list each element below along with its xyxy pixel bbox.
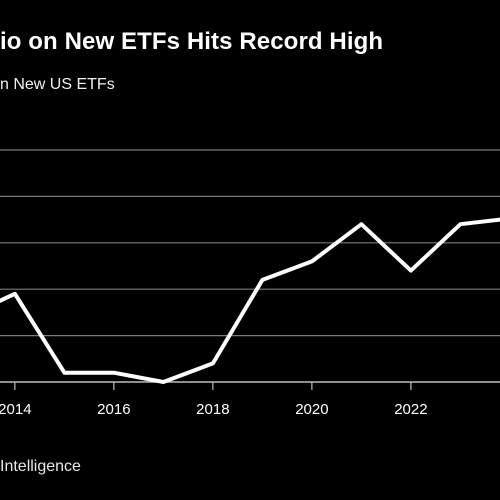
x-axis: 2014 2016 2018 2020 2022 bbox=[0, 382, 428, 418]
x-tick-label: 2018 bbox=[196, 401, 229, 418]
x-tick-label: 2016 bbox=[97, 401, 130, 418]
series-lines bbox=[0, 217, 500, 384]
chart-subtitle: n New US ETFs bbox=[0, 76, 115, 93]
source-note: Intelligence bbox=[0, 458, 81, 475]
x-tick-label: 2014 bbox=[0, 401, 32, 418]
gridlines bbox=[0, 149, 500, 383]
chart-title: io on New ETFs Hits Record High bbox=[0, 28, 384, 55]
x-tick-label: 2022 bbox=[394, 401, 427, 418]
x-tick-label: 2020 bbox=[295, 401, 328, 418]
series-line bbox=[0, 217, 500, 384]
